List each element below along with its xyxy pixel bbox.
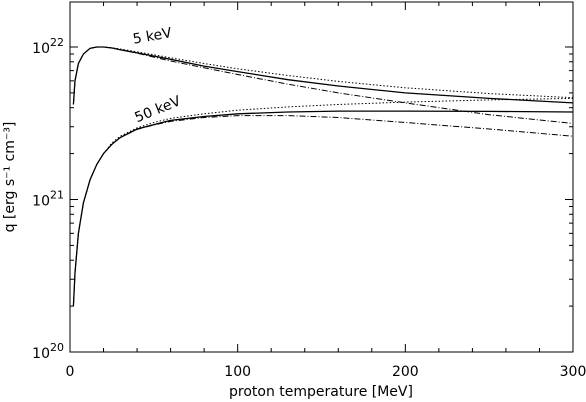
series-layer <box>72 46 574 307</box>
plot-area-border <box>69 1 574 353</box>
y-tick-label: 1022 <box>32 36 64 57</box>
x-tick-label: 100 <box>224 364 251 380</box>
x-axis-label: proton temperature [MeV] <box>229 384 413 400</box>
series-line-3 <box>72 46 574 124</box>
y-axis: 1020 1021 1022 <box>32 36 573 362</box>
series-line-2 <box>72 46 574 105</box>
series-line-6 <box>72 115 574 307</box>
x-tick-label: 200 <box>392 364 419 380</box>
plot-frame <box>69 1 574 353</box>
curve-annotation-1: 5 keV <box>132 25 174 48</box>
x-tick-label: 300 <box>560 364 586 380</box>
x-tick-label: 0 <box>66 364 75 380</box>
series-line-1 <box>72 46 574 105</box>
y-axis-label: q [erg s⁻¹ cm⁻³] <box>2 122 18 233</box>
x-axis: 0 100 200 300 <box>66 2 586 380</box>
y-tick-label: 1021 <box>32 189 64 210</box>
series-line-5 <box>72 97 574 307</box>
series-line-4 <box>72 110 574 307</box>
y-tick-label: 1020 <box>32 341 64 362</box>
